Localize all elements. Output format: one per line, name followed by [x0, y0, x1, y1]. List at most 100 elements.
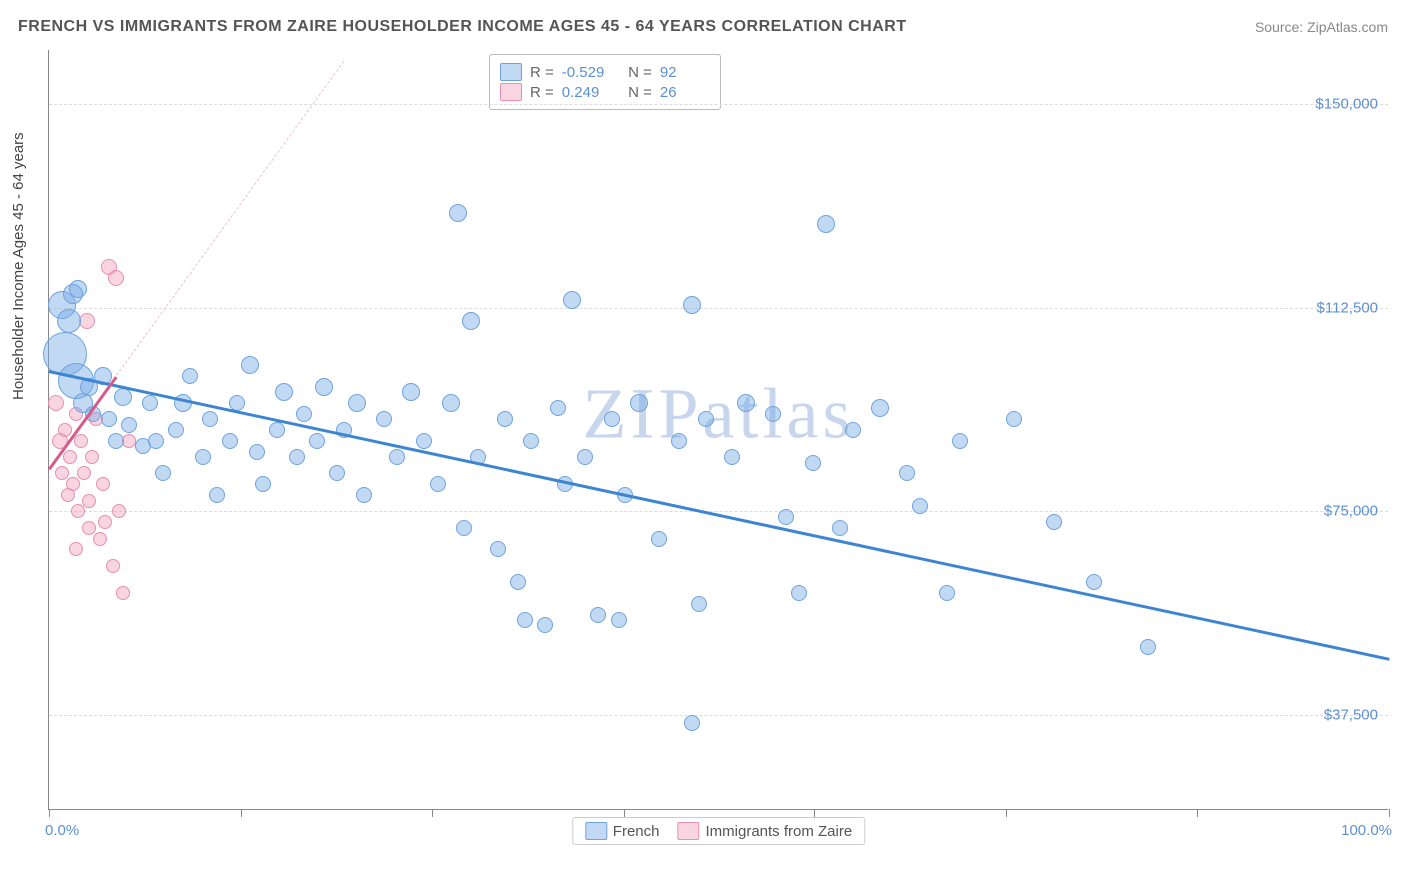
french-point: [315, 378, 333, 396]
french-point: [155, 465, 171, 481]
french-point: [442, 394, 460, 412]
french-point: [817, 215, 835, 233]
french-point: [1140, 639, 1156, 655]
french-point: [182, 368, 198, 384]
french-point: [1006, 411, 1022, 427]
french-point: [791, 585, 807, 601]
french-point: [805, 455, 821, 471]
series-swatch: [500, 83, 522, 101]
french-point: [241, 356, 259, 374]
x-tick: [432, 809, 433, 817]
french-point: [899, 465, 915, 481]
zaire-point: [71, 504, 85, 518]
legend-item: Immigrants from Zaire: [677, 822, 852, 840]
zaire-point: [98, 515, 112, 529]
legend-swatch: [585, 822, 607, 840]
french-point: [222, 433, 238, 449]
french-point: [577, 449, 593, 465]
n-value: 92: [660, 64, 710, 81]
zaire-point: [85, 450, 99, 464]
legend-item: French: [585, 822, 660, 840]
correlation-stats-box: R = -0.529 N = 92 R = 0.249 N = 26: [489, 54, 721, 110]
zaire-point: [74, 434, 88, 448]
legend-label: Immigrants from Zaire: [705, 823, 852, 840]
zaire-point: [96, 477, 110, 491]
r-value: -0.529: [562, 64, 612, 81]
scatter-chart: ZIPatlas R = -0.529 N = 92R = 0.249 N = …: [48, 50, 1388, 810]
french-point: [517, 612, 533, 628]
french-point: [309, 433, 325, 449]
french-point: [523, 433, 539, 449]
x-tick: [624, 809, 625, 817]
x-tick: [814, 809, 815, 817]
r-label: R =: [530, 84, 554, 101]
french-point: [57, 309, 81, 333]
zaire-point: [58, 423, 72, 437]
legend-swatch: [677, 822, 699, 840]
zaire-point: [82, 521, 96, 535]
x-tick: [241, 809, 242, 817]
french-point: [462, 312, 480, 330]
zaire-point: [63, 450, 77, 464]
french-point: [871, 399, 889, 417]
french-point: [296, 406, 312, 422]
french-point: [1046, 514, 1062, 530]
x-tick: [1197, 809, 1198, 817]
french-point: [168, 422, 184, 438]
y-tick-label: $37,500: [1324, 707, 1378, 724]
x-axis-min-label: 0.0%: [45, 822, 79, 839]
french-point: [402, 383, 420, 401]
x-axis-max-label: 100.0%: [1341, 822, 1392, 839]
stats-row: R = -0.529 N = 92: [500, 63, 710, 81]
french-point: [1086, 574, 1102, 590]
french-point: [651, 531, 667, 547]
french-point: [142, 395, 158, 411]
n-label: N =: [620, 84, 652, 101]
french-point: [724, 449, 740, 465]
french-point: [148, 433, 164, 449]
gridline: [49, 308, 1388, 309]
zaire-point: [77, 466, 91, 480]
zaire-point: [82, 494, 96, 508]
french-point: [671, 433, 687, 449]
french-point: [356, 487, 372, 503]
y-axis-label: Householder Income Ages 45 - 64 years: [10, 132, 27, 400]
french-point: [952, 433, 968, 449]
zaire-point: [48, 395, 64, 411]
y-tick-label: $150,000: [1315, 96, 1378, 113]
french-point: [430, 476, 446, 492]
zaire-point: [66, 477, 80, 491]
french-point: [101, 411, 117, 427]
french-point: [389, 449, 405, 465]
french-point: [590, 607, 606, 623]
y-tick-label: $112,500: [1317, 299, 1378, 316]
french-point: [456, 520, 472, 536]
french-point: [737, 394, 755, 412]
french-point: [449, 204, 467, 222]
french-point: [683, 296, 701, 314]
gridline: [49, 511, 1388, 512]
legend: French Immigrants from Zaire: [572, 817, 865, 845]
french-point: [289, 449, 305, 465]
french-point: [912, 498, 928, 514]
chart-title: FRENCH VS IMMIGRANTS FROM ZAIRE HOUSEHOL…: [18, 18, 907, 36]
x-tick: [1389, 809, 1390, 817]
french-point: [490, 541, 506, 557]
french-point: [778, 509, 794, 525]
zaire-point: [116, 586, 130, 600]
gridline: [49, 104, 1388, 105]
french-point: [765, 406, 781, 422]
stats-row: R = 0.249 N = 26: [500, 83, 710, 101]
french-point: [537, 617, 553, 633]
legend-label: French: [613, 823, 660, 840]
french-point: [348, 394, 366, 412]
french-point: [939, 585, 955, 601]
french-point: [691, 596, 707, 612]
zaire-point: [106, 559, 120, 573]
french-point: [845, 422, 861, 438]
french-point: [114, 388, 132, 406]
french-point: [611, 612, 627, 628]
french-point: [550, 400, 566, 416]
french-point: [209, 487, 225, 503]
r-value: 0.249: [562, 84, 612, 101]
